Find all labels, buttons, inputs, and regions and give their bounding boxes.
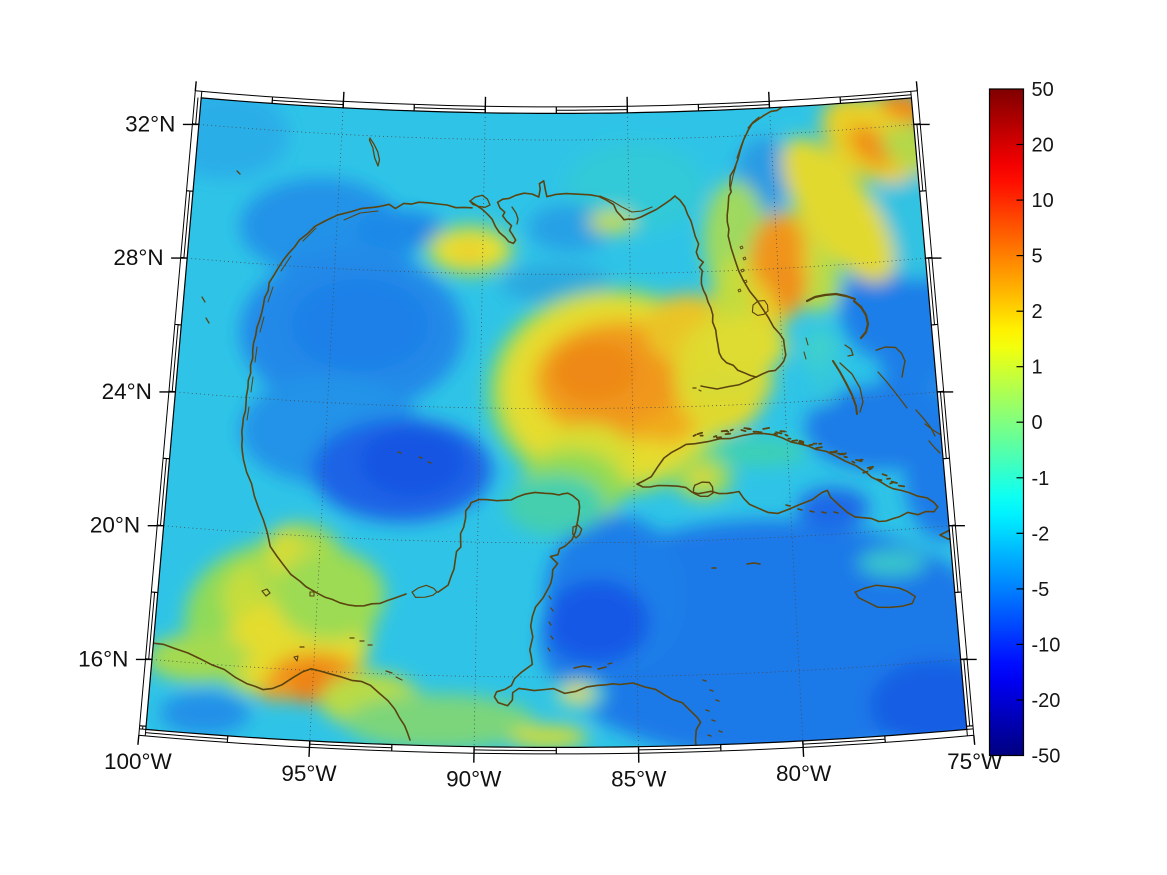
svg-text:85°W: 85°W: [611, 767, 667, 792]
svg-text:-1: -1: [1032, 468, 1050, 490]
svg-text:20: 20: [1032, 135, 1054, 157]
svg-text:20°N: 20°N: [90, 513, 140, 538]
svg-text:2: 2: [1032, 301, 1043, 323]
svg-text:90°W: 90°W: [446, 767, 502, 792]
svg-text:16°N: 16°N: [78, 646, 128, 671]
svg-text:-20: -20: [1032, 690, 1061, 712]
svg-text:100°W: 100°W: [104, 749, 173, 774]
svg-text:10: 10: [1032, 190, 1054, 212]
svg-text:0: 0: [1032, 412, 1043, 434]
svg-text:-50: -50: [1032, 746, 1061, 768]
svg-text:5: 5: [1032, 246, 1043, 268]
svg-text:1: 1: [1032, 357, 1043, 379]
svg-text:50: 50: [1032, 79, 1054, 101]
svg-text:95°W: 95°W: [281, 761, 337, 786]
svg-text:80°W: 80°W: [776, 761, 832, 786]
svg-text:-2: -2: [1032, 523, 1050, 545]
svg-text:-5: -5: [1032, 579, 1050, 601]
svg-text:28°N: 28°N: [113, 245, 163, 270]
svg-text:32°N: 32°N: [125, 111, 175, 136]
svg-text:-10: -10: [1032, 634, 1061, 656]
svg-text:24°N: 24°N: [102, 379, 152, 404]
